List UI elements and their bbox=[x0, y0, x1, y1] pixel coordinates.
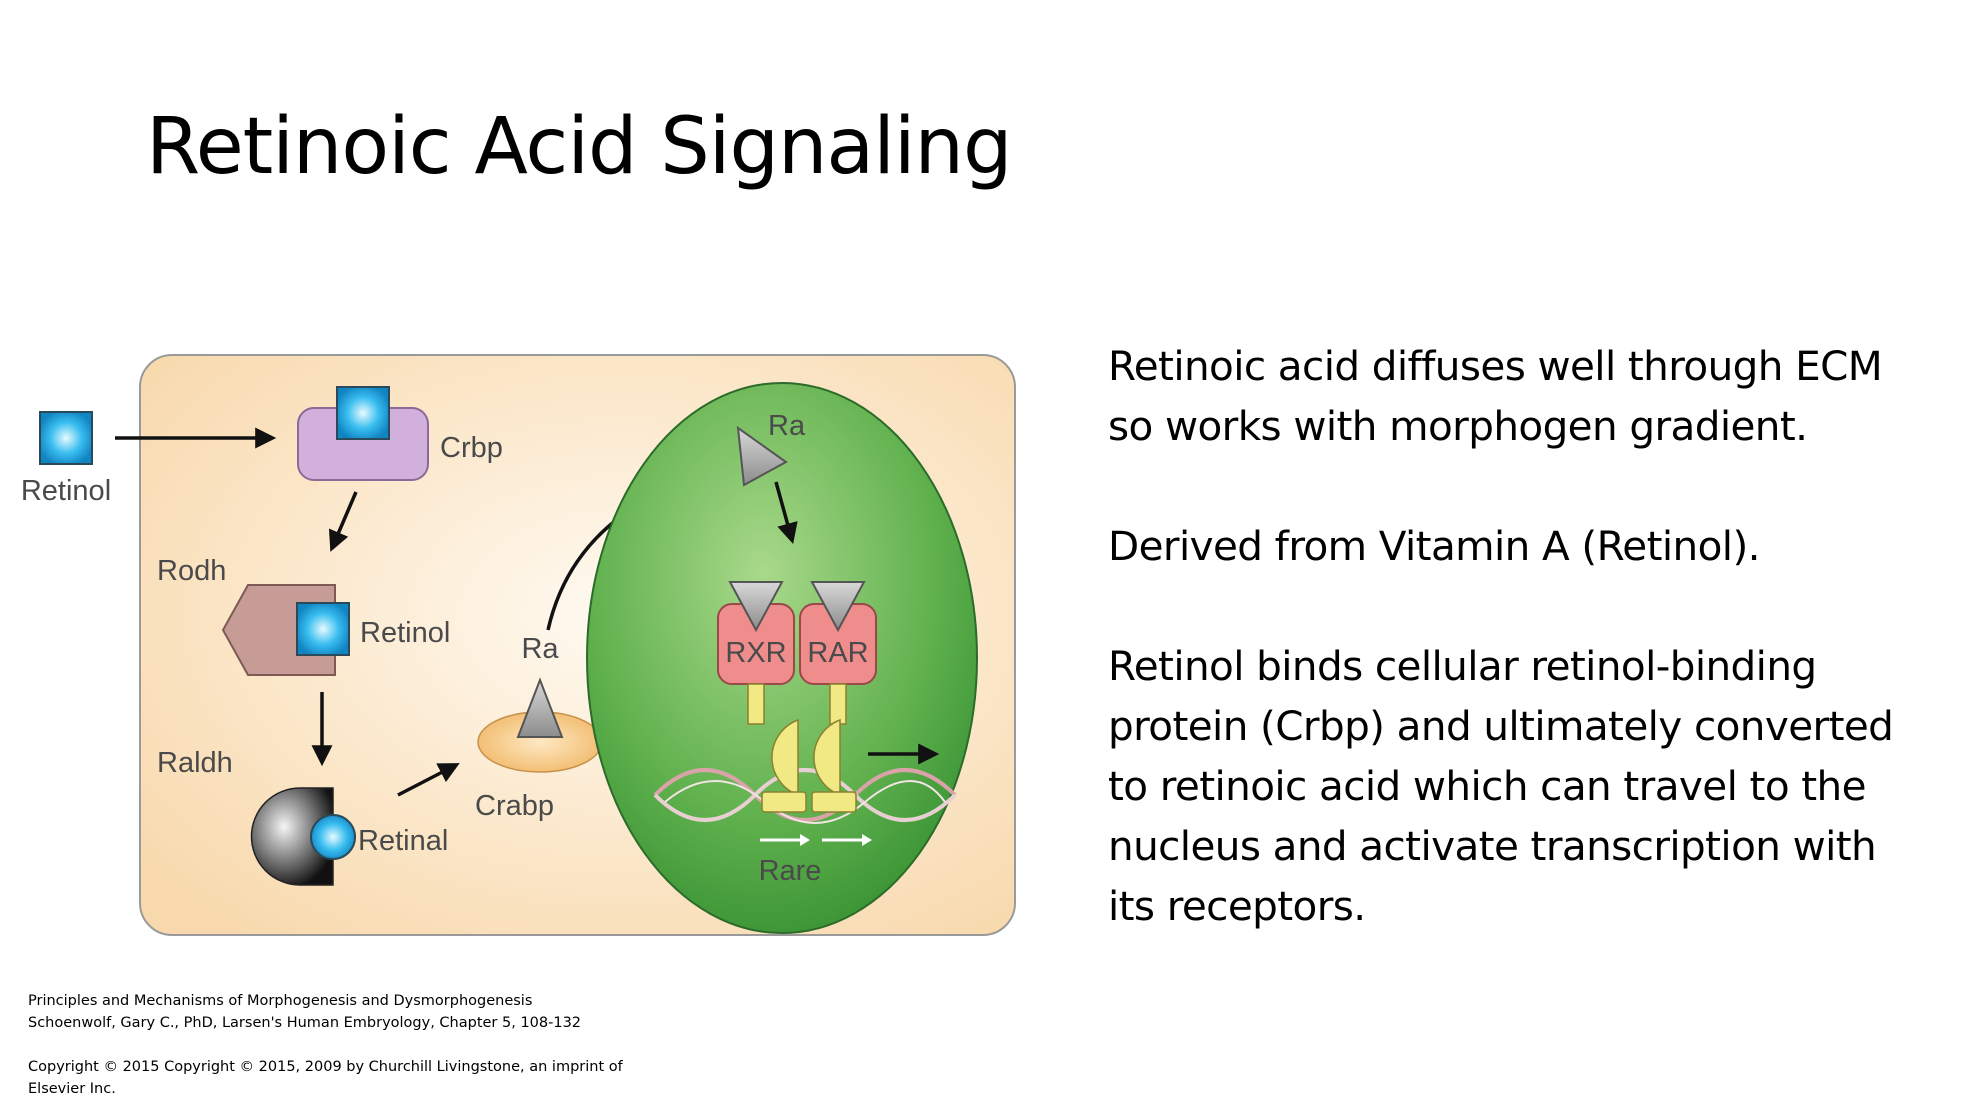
ra-cytoplasm-label: Ra bbox=[521, 633, 559, 665]
rare-label: Rare bbox=[759, 855, 822, 887]
raldh-enzyme-shape bbox=[250, 787, 334, 886]
retinal-to-ra-arrow bbox=[397, 763, 460, 797]
paragraph-retinol-binding: Retinol binds cellular retinol-binding p… bbox=[1108, 642, 1894, 930]
pathway-diagram: Retinol Crbp Rodh Retinol Raldh Retinal … bbox=[21, 354, 1016, 936]
source-citation: Principles and Mechanisms of Morphogenes… bbox=[28, 990, 748, 1100]
retinol-square-icon bbox=[39, 411, 93, 465]
rar-label: RAR bbox=[807, 637, 868, 669]
ra-ligand-triangle-icon bbox=[516, 677, 564, 738]
nuclear-ra-triangle-icon bbox=[736, 425, 788, 487]
retinal-molecule-icon bbox=[310, 814, 356, 860]
retinal-label: Retinal bbox=[358, 825, 448, 857]
retinol-inside-label: Retinol bbox=[360, 617, 450, 649]
rar-ligand-triangle-icon bbox=[810, 581, 866, 633]
retinol-outside-label: Retinol bbox=[21, 475, 111, 507]
citation-copyright: Copyright © 2015 Copyright © 2015, 2009 … bbox=[28, 1059, 623, 1075]
citation-author: Schoenwolf, Gary C., PhD, Larsen's Human… bbox=[28, 1015, 582, 1031]
crabp-label: Crabp bbox=[475, 790, 554, 822]
crbp-to-rodh-arrow bbox=[328, 491, 358, 552]
dna-helix bbox=[653, 768, 957, 824]
ra-nucleus-label: Ra bbox=[768, 410, 806, 442]
rodh-label: Rodh bbox=[157, 555, 226, 587]
slide-title: Retinoic Acid Signaling bbox=[146, 102, 1013, 192]
raldh-label: Raldh bbox=[157, 747, 233, 779]
ra-to-receptor-arrow bbox=[774, 481, 798, 545]
citation-title: Principles and Mechanisms of Morphogenes… bbox=[28, 993, 533, 1009]
retinoic-acid-pathway-figure: Retinol Crbp Rodh Retinol Raldh Retinal … bbox=[0, 340, 1040, 960]
rxr-label: RXR bbox=[725, 637, 786, 669]
crbp-label: Crbp bbox=[440, 432, 503, 464]
rxr-ligand-triangle-icon bbox=[728, 581, 784, 633]
paragraph-vitamin-a: Derived from Vitamin A (Retinol). bbox=[1108, 522, 1761, 570]
rar-dna-binding-domain bbox=[813, 718, 841, 797]
crbp-bound-retinol-icon bbox=[336, 386, 390, 440]
paragraph-ecm-diffusion: Retinoic acid diffuses well through ECM … bbox=[1108, 342, 1883, 450]
citation-publisher: Elsevier Inc. bbox=[28, 1081, 116, 1097]
rodh-bound-retinol-icon bbox=[296, 602, 350, 656]
rxr-dna-binding-domain bbox=[771, 718, 799, 797]
slide-body-text: Retinoic acid diffuses well through ECM … bbox=[1108, 336, 1928, 936]
